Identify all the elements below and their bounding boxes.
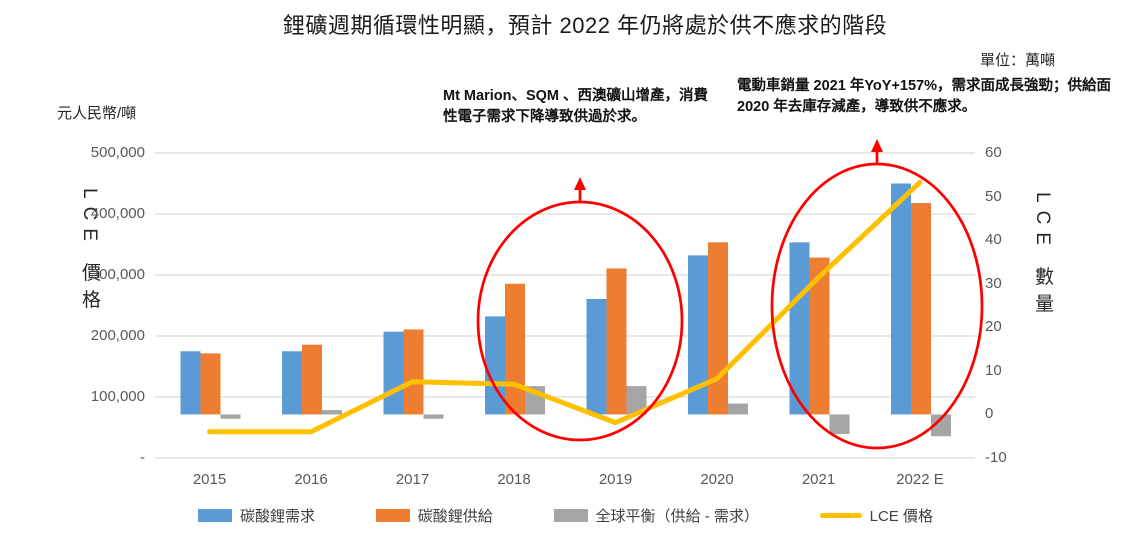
right-axis-tick: 50 [985, 187, 1002, 205]
x-axis-label: 2020 [700, 471, 734, 488]
legend-label: 碳酸鋰供給 [417, 508, 493, 525]
demand-swatch-icon [198, 509, 232, 522]
legend-label: 全球平衡（供給 - 需求） [595, 508, 759, 525]
right-axis-tick: -10 [985, 449, 1007, 466]
unit-label: 單位：萬噸 [980, 52, 1056, 69]
left-axis-tick: 300,000 [90, 266, 145, 283]
left-axis-tick: 200,000 [90, 327, 145, 344]
legend: 碳酸鋰需求 碳酸鋰供給 全球平衡（供給 - 需求） LCE 價格 [198, 505, 933, 526]
right-axis-tick: 60 [985, 144, 1002, 161]
legend-item-demand: 碳酸鋰需求 [198, 505, 315, 526]
legend-label: 碳酸鋰需求 [240, 508, 316, 525]
x-axis-label: 2019 [598, 471, 633, 488]
x-axis-label: 2017 [395, 471, 430, 488]
x-axis-label: 2022 E [896, 471, 944, 488]
x-axis-label: 2018 [497, 471, 531, 488]
right-axis-tick: 0 [985, 405, 994, 423]
left-axis-tick: 400,000 [90, 205, 145, 222]
x-axis-label: 2021 [801, 471, 836, 488]
legend-item-balance: 全球平衡（供給 - 需求） [553, 505, 759, 526]
left-axis-tick: - [140, 449, 145, 466]
legend-item-price: LCE 價格 [819, 505, 933, 526]
right-axis-tick: 20 [985, 318, 1002, 336]
left-axis-vertical-label: LCE 價格 [79, 188, 100, 317]
supply-swatch-icon [375, 509, 410, 522]
chart-title: 鋰礦週期循環性明顯，預計 2022 年仍將處於供不應求的階段 [282, 13, 888, 38]
legend-label: LCE 價格 [869, 508, 933, 525]
right-axis-vertical-label: LCE 數量 [1032, 192, 1053, 321]
right-axis-tick: 30 [985, 274, 1002, 292]
annotation-shortage: 電動車銷量 2021 年YoY+157%，需求面成長強勁；供給面 2020 年去… [737, 78, 1111, 116]
left-axis-tick: 100,000 [90, 388, 145, 405]
right-axis-tick: 40 [985, 231, 1002, 249]
x-axis-label: 2016 [294, 471, 328, 488]
legend-item-supply: 碳酸鋰供給 [375, 505, 493, 526]
balance-swatch-icon [553, 509, 588, 522]
price-line-swatch-icon [819, 513, 862, 518]
annotation-oversupply: Mt Marion、SQM 、西澳礦山增產，消費性電子需求下降導致供過於求。 [443, 88, 709, 126]
x-axis-label: 2015 [192, 471, 227, 488]
left-axis-header: 元人民幣/噸 [57, 105, 137, 122]
left-axis-tick: 500,000 [90, 144, 145, 161]
right-axis-tick: 10 [985, 361, 1002, 379]
